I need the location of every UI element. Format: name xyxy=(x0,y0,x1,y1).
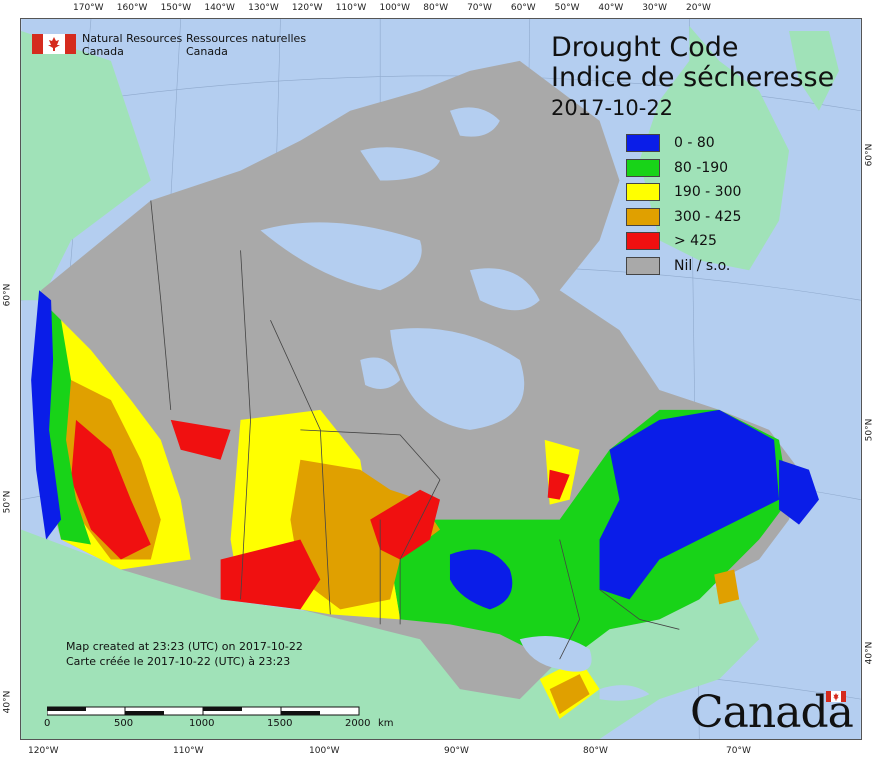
canada-flag-icon xyxy=(32,34,76,54)
nrcan-en: Natural Resources Canada xyxy=(82,32,182,58)
zone-blue-bc-coast xyxy=(31,290,62,540)
map-title-en: Drought Code xyxy=(551,32,739,63)
nrcan-en-line1: Natural Resources xyxy=(82,32,183,45)
great-lakes xyxy=(519,635,650,701)
top-longitude-label: 70°W xyxy=(467,3,492,13)
top-longitude-label: 50°W xyxy=(554,3,580,13)
scale-bar-graphic xyxy=(47,706,360,716)
zone-orange-ontario-south xyxy=(549,674,590,715)
right-latitude-label: 50°N xyxy=(864,418,875,442)
creation-note: Map created at 23:23 (UTC) on 2017-10-22… xyxy=(66,639,303,669)
nrcan-fr-line2: Canada xyxy=(186,45,228,58)
top-longitude-label: 40°W xyxy=(598,3,624,13)
scale-label-0: 0 xyxy=(44,718,51,729)
bottom-longitude-label: 110°W xyxy=(173,746,204,756)
left-latitude-label: 40°N xyxy=(2,690,13,714)
top-longitude-label: 100°W xyxy=(379,3,411,13)
map-frame xyxy=(20,18,862,740)
scale-label-1000: 1000 xyxy=(189,718,215,729)
right-latitude-label: 40°N xyxy=(864,641,875,665)
left-latitude-label: 50°N xyxy=(2,490,13,514)
bottom-longitude-label: 100°W xyxy=(309,746,340,756)
top-longitude-label: 160°W xyxy=(116,3,148,13)
scale-label-1500: 1500 xyxy=(267,718,293,729)
top-longitude-label: 110°W xyxy=(335,3,367,13)
zone-red-hudson xyxy=(547,469,570,500)
creation-note-en: Map created at 23:23 (UTC) on 2017-10-22 xyxy=(66,640,303,653)
zone-blue-quebec xyxy=(599,409,780,600)
legend-label: Nil / s.o. xyxy=(674,257,731,274)
top-longitude-label: 60°W xyxy=(510,3,536,13)
bottom-longitude-label: 90°W xyxy=(444,746,469,756)
map-date: 2017-10-22 xyxy=(551,96,674,120)
scale-unit: km xyxy=(378,718,394,729)
legend-label: 300 - 425 xyxy=(674,208,742,225)
legend-swatch xyxy=(626,232,660,250)
arctic-channels xyxy=(260,107,540,430)
top-longitude-label: 130°W xyxy=(248,3,279,13)
provincial-boundaries xyxy=(150,200,680,660)
zone-red-south xyxy=(220,539,321,610)
zone-red-bc xyxy=(71,419,151,560)
right-latitude-label: 60°N xyxy=(864,143,875,167)
greenland-land xyxy=(639,25,790,271)
zone-red-alberta xyxy=(170,419,231,460)
legend-swatch xyxy=(626,134,660,152)
creation-note-fr: Carte créée le 2017-10-22 (UTC) à 23:23 xyxy=(66,655,291,668)
zone-blue-ontario xyxy=(449,549,513,610)
top-longitude-label: 80°W xyxy=(423,3,449,13)
map-title-fr: Indice de sécheresse xyxy=(551,62,835,93)
legend-label: 190 - 300 xyxy=(674,184,742,200)
top-longitude-label: 170°W xyxy=(73,3,104,13)
bottom-longitude-label: 80°W xyxy=(583,746,608,756)
zone-orange-maritimes xyxy=(714,569,740,605)
alaska-land xyxy=(21,30,151,301)
legend-swatch xyxy=(626,158,660,177)
legend-label: 0 - 80 xyxy=(674,135,715,151)
nrcan-en-line2: Canada xyxy=(82,45,124,58)
map-canvas xyxy=(21,19,861,739)
legend-label: > 425 xyxy=(674,233,717,249)
top-longitude-label: 150°W xyxy=(160,3,192,13)
legend-swatch xyxy=(626,183,660,201)
scale-label-500: 500 xyxy=(114,718,134,729)
bottom-longitude-label: 70°W xyxy=(726,746,751,756)
wordmark-flag-icon xyxy=(826,691,846,702)
left-latitude-label: 60°N xyxy=(2,283,13,307)
top-longitude-label: 30°W xyxy=(642,3,668,13)
scale-label-2000: 2000 xyxy=(345,718,371,729)
legend-label: 80 -190 xyxy=(674,159,729,176)
zone-blue-nl xyxy=(779,459,819,525)
map-title: Drought Code Indice de sécheresse 2017-1… xyxy=(551,33,834,123)
top-longitude-label: 20°W xyxy=(686,3,711,13)
legend-swatch xyxy=(626,207,660,226)
greenland-east xyxy=(789,30,839,111)
zone-red-sask xyxy=(370,489,441,560)
nrcan-fr-line1: Ressources naturelles xyxy=(186,32,307,45)
legend-swatch xyxy=(626,256,660,275)
bottom-longitude-label: 120°W xyxy=(28,746,59,756)
top-longitude-label: 140°W xyxy=(204,3,235,13)
nrcan-fr: Ressources naturelles Canada xyxy=(186,32,306,58)
top-longitude-label: 120°W xyxy=(291,3,323,13)
